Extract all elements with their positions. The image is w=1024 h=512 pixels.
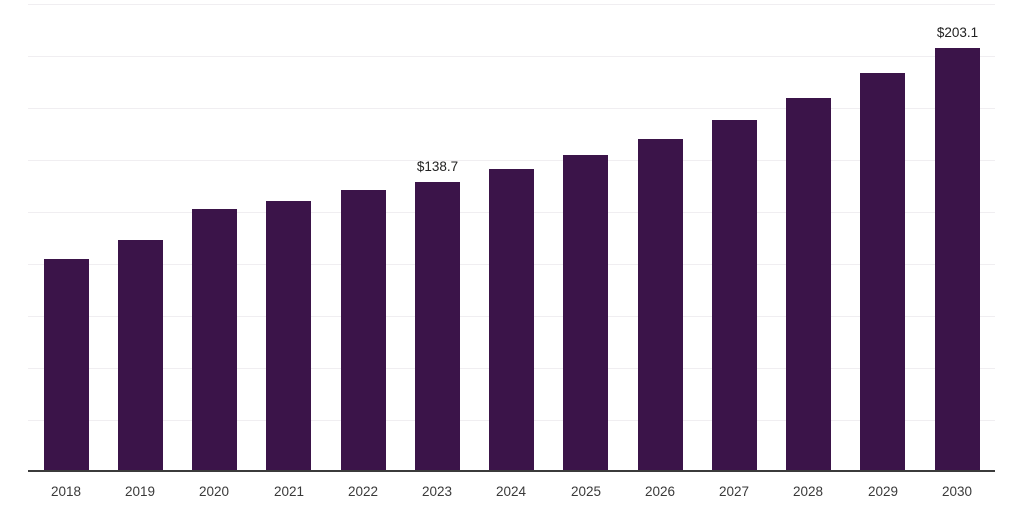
- bar-2028[interactable]: [786, 98, 831, 470]
- bar-2024[interactable]: [489, 169, 534, 470]
- x-tick-label-2026: 2026: [644, 484, 676, 499]
- x-tick-label-2020: 2020: [198, 484, 230, 499]
- bar-2021[interactable]: [266, 201, 311, 470]
- bar-value-label-2023: $138.7: [416, 158, 459, 174]
- x-tick-label-2022: 2022: [347, 484, 379, 499]
- bar-2020[interactable]: [192, 208, 237, 470]
- x-tick-label-2027: 2027: [718, 484, 750, 499]
- x-tick-label-2029: 2029: [867, 484, 899, 499]
- bar-2027[interactable]: [712, 120, 757, 470]
- x-tick-label-2023: 2023: [421, 484, 453, 499]
- bar-2030[interactable]: [935, 47, 980, 470]
- bar-2019[interactable]: [118, 239, 163, 470]
- x-tick-label-2019: 2019: [124, 484, 156, 499]
- x-tick-label-2025: 2025: [570, 484, 602, 499]
- x-axis-line: [28, 470, 995, 472]
- bar-value-label-2030: $203.1: [936, 24, 979, 40]
- x-tick-label-2024: 2024: [495, 484, 527, 499]
- bar-2022[interactable]: [341, 190, 386, 470]
- x-tick-label-2028: 2028: [792, 484, 824, 499]
- x-tick-label-2018: 2018: [50, 484, 82, 499]
- bar-2029[interactable]: [860, 73, 905, 470]
- bar-2023[interactable]: [415, 181, 460, 470]
- x-tick-label-2021: 2021: [273, 484, 305, 499]
- bar-2025[interactable]: [563, 155, 608, 470]
- x-tick-label-2030: 2030: [941, 484, 973, 499]
- bar-2018[interactable]: [44, 259, 89, 470]
- bar-2026[interactable]: [638, 139, 683, 470]
